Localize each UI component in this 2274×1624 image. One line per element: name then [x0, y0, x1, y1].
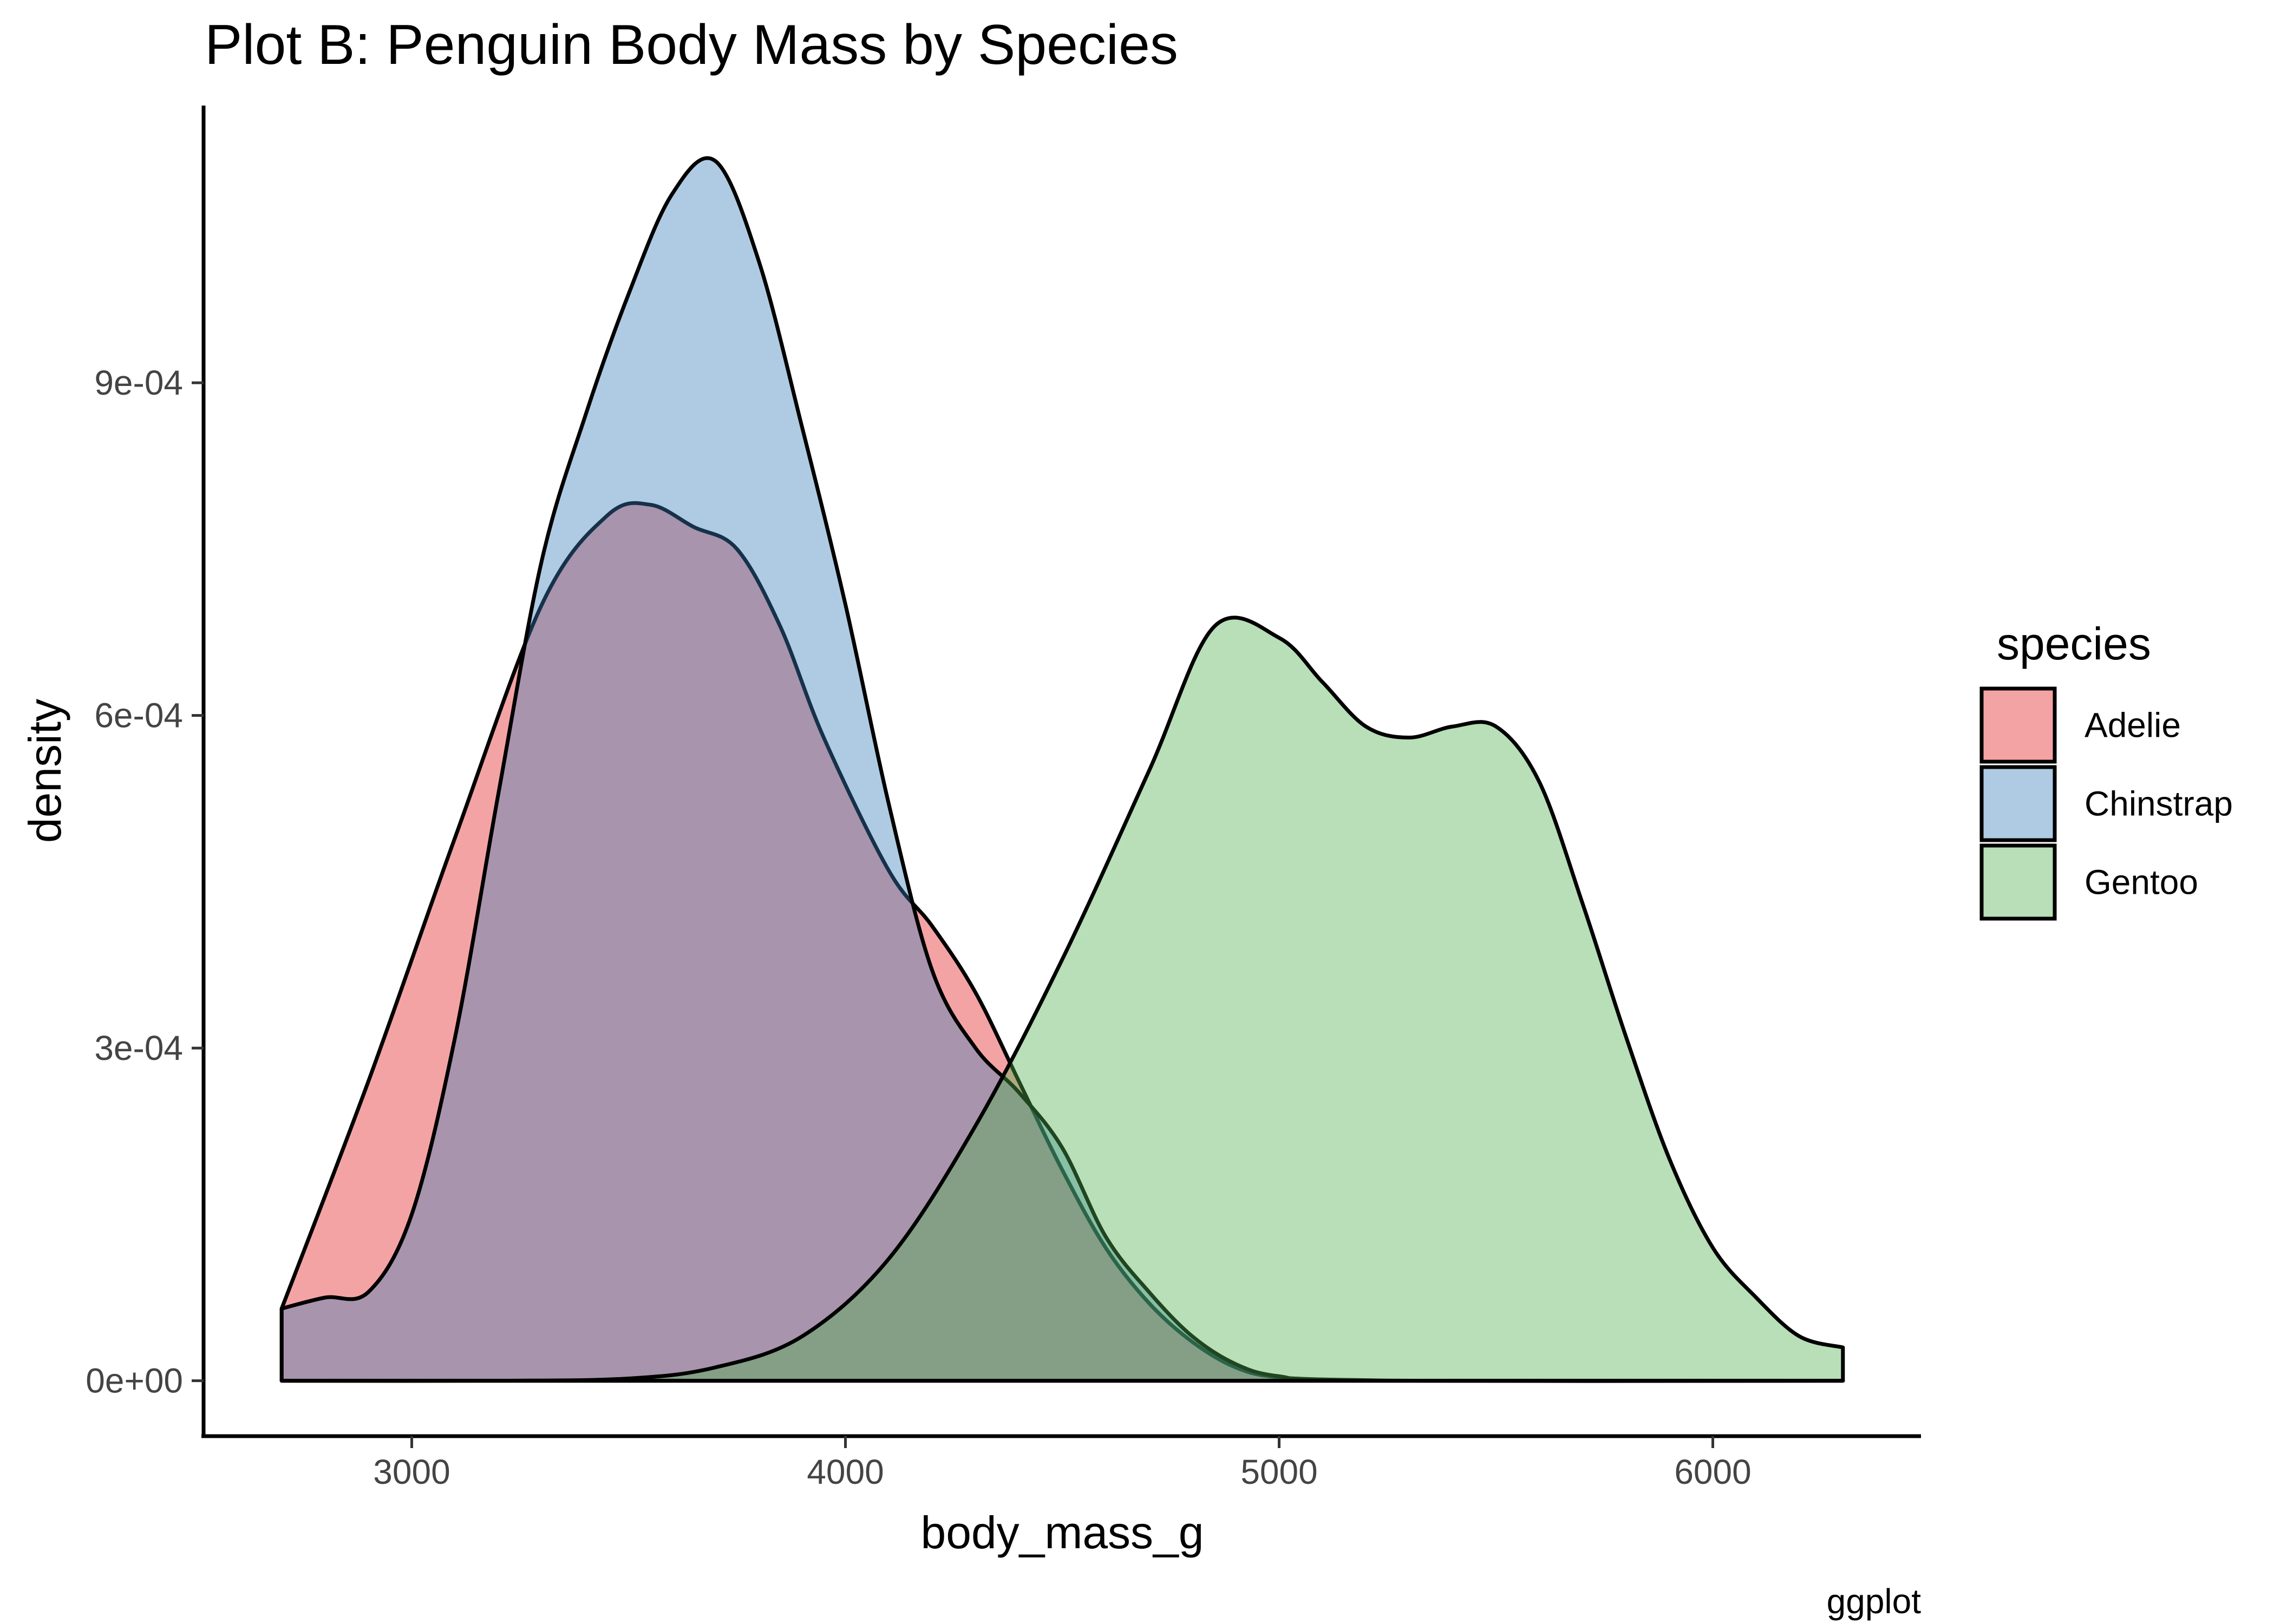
- density-series-layer: [279, 156, 1845, 1383]
- caption: ggplot: [1827, 1582, 1922, 1621]
- x-tick-label: 4000: [807, 1452, 884, 1491]
- legend-label-gentoo: Gentoo: [2084, 863, 2198, 902]
- y-tick-label: 3e-04: [94, 1029, 183, 1068]
- x-axis-title: body_mass_g: [921, 1507, 1204, 1558]
- density-area-chinstrap: [279, 156, 1845, 1383]
- legend-label-chinstrap: Chinstrap: [2084, 784, 2233, 823]
- y-axis-title: density: [19, 699, 70, 843]
- legend-key-gentoo: [1979, 843, 2057, 921]
- y-axis-ticks: 0e+00 3e-04 6e-04 9e-04: [86, 363, 204, 1400]
- legend-title: species: [1997, 618, 2151, 669]
- chart-title: Plot B: Penguin Body Mass by Species: [205, 14, 1178, 76]
- x-axis-ticks: 3000 4000 5000 6000: [373, 1436, 1752, 1491]
- legend-items: Adelie Chinstrap Gentoo: [1979, 686, 2233, 921]
- legend-key-chinstrap: [1979, 765, 2057, 842]
- y-tick-label: 0e+00: [86, 1361, 183, 1400]
- density-area-gentoo: [279, 615, 1845, 1383]
- legend-key-adelie: [1979, 686, 2057, 764]
- legend: species Adelie Chinstrap Gentoo: [1979, 618, 2233, 921]
- x-tick-label: 5000: [1240, 1452, 1317, 1491]
- y-tick-label: 6e-04: [94, 696, 183, 735]
- y-tick-label: 9e-04: [94, 363, 183, 402]
- x-tick-label: 3000: [373, 1452, 450, 1491]
- x-tick-label: 6000: [1674, 1452, 1751, 1491]
- legend-label-adelie: Adelie: [2084, 706, 2181, 745]
